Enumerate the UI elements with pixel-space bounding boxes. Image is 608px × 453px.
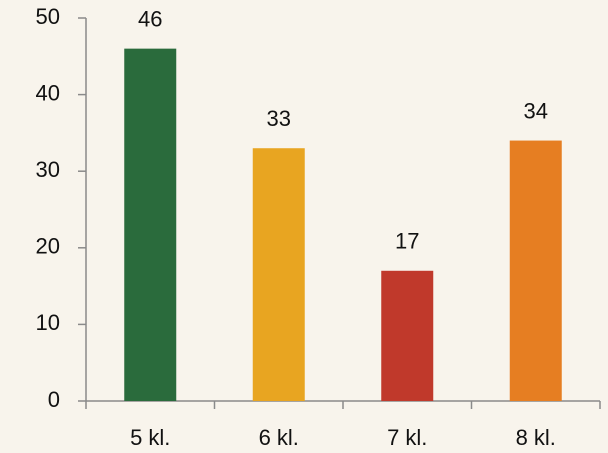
y-tick-label: 10 bbox=[36, 310, 60, 335]
y-tick-label: 20 bbox=[36, 234, 60, 259]
x-tick-label: 8 kl. bbox=[516, 425, 556, 450]
bar bbox=[124, 48, 177, 401]
bar bbox=[509, 140, 562, 401]
x-tick-label: 7 kl. bbox=[387, 425, 427, 450]
bar bbox=[381, 270, 434, 401]
y-tick-label: 30 bbox=[36, 157, 60, 182]
y-tick-label: 50 bbox=[36, 4, 60, 29]
data-label: 33 bbox=[267, 106, 291, 131]
data-label: 46 bbox=[138, 6, 162, 31]
bar bbox=[252, 148, 305, 401]
data-label: 34 bbox=[524, 98, 548, 123]
data-label: 17 bbox=[395, 229, 419, 254]
x-tick-label: 5 kl. bbox=[130, 425, 170, 450]
y-tick-label: 40 bbox=[36, 80, 60, 105]
x-tick-label: 6 kl. bbox=[259, 425, 299, 450]
y-tick-label: 0 bbox=[48, 387, 60, 412]
